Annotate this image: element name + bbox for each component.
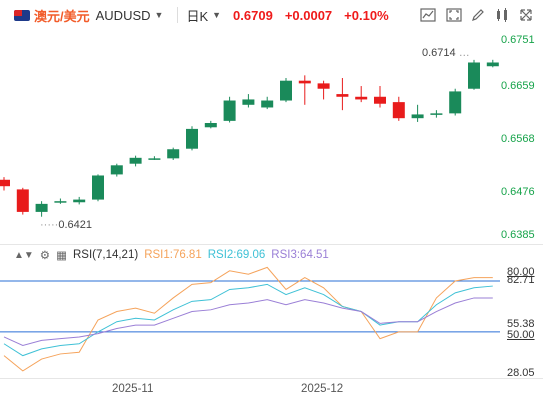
price-axis-tick: 0.6659 xyxy=(501,80,535,92)
symbol-code[interactable]: AUDUSD xyxy=(95,7,151,23)
price-axis-tick: 0.6751 xyxy=(501,34,535,46)
date-label: 2025-11 xyxy=(112,383,154,395)
price-change: +0.0007 xyxy=(284,7,333,23)
candle-body xyxy=(204,123,217,128)
rsi-chart[interactable] xyxy=(0,262,543,378)
candle-body xyxy=(223,100,236,121)
high-annotation: 0.6714 … xyxy=(422,47,470,59)
candle-body xyxy=(148,158,161,160)
toolbar: 澳元/美元 AUDUSD ▼ 日K ▼ 0.6709 +0.0007 +0.10… xyxy=(0,0,543,30)
candle-body xyxy=(186,128,198,149)
candle-body xyxy=(110,165,123,175)
rsi2-value: RSI2:69.06 xyxy=(207,249,266,261)
price-axis-tick: 0.6385 xyxy=(501,229,535,241)
rsi-axis-tick: 50.00 xyxy=(507,329,535,341)
candle-body xyxy=(355,96,368,100)
fullscreen-icon[interactable] xyxy=(446,7,462,23)
pane-divider xyxy=(0,378,543,379)
flag-icon xyxy=(14,9,30,21)
pen-icon[interactable] xyxy=(470,7,486,23)
chevron-down-icon[interactable]: ▼ xyxy=(154,10,164,20)
price-change-pct: +0.10% xyxy=(344,7,389,23)
candle-body xyxy=(392,102,405,119)
candle-body xyxy=(449,91,462,114)
candle-body xyxy=(242,99,255,105)
grid-icon[interactable]: ▦ xyxy=(56,250,67,262)
rsi-axis-tick: 28.05 xyxy=(507,367,535,379)
candle-body xyxy=(54,201,67,203)
timeframe-selector[interactable]: 日K xyxy=(186,8,209,24)
rsi-line-rsi2 xyxy=(3,283,493,357)
rsi-title: RSI(7,14,21) xyxy=(72,249,139,261)
rsi-line-rsi1 xyxy=(3,266,493,372)
candle-body xyxy=(468,62,480,89)
candle-body xyxy=(92,175,104,200)
chevron-down-icon[interactable]: ▼ xyxy=(212,10,222,20)
candle-body xyxy=(73,199,86,203)
rsi-axis-tick: 80.00 xyxy=(507,266,535,278)
date-label: 2025-12 xyxy=(301,383,344,395)
rsi-axis-tick: 55.38 xyxy=(507,318,535,330)
candle-body xyxy=(411,114,424,119)
expand-icon[interactable] xyxy=(518,7,534,23)
candle-body xyxy=(0,179,10,187)
bars-icon[interactable] xyxy=(494,7,510,23)
collapse-icon[interactable]: ▲▼ xyxy=(14,249,34,261)
rsi-line-rsi3 xyxy=(3,297,493,346)
rsi3-value: RSI3:64.51 xyxy=(271,249,329,261)
candle-body xyxy=(298,80,311,84)
candle-body xyxy=(129,157,142,164)
low-annotation: ·····0.6421 xyxy=(40,219,92,231)
price-axis-tick: 0.6568 xyxy=(501,133,535,145)
candle-body xyxy=(486,62,499,67)
candle-body xyxy=(374,96,386,104)
candle-body xyxy=(35,203,48,212)
last-price: 0.6709 xyxy=(233,7,273,23)
candle-body xyxy=(261,100,274,108)
candle-body xyxy=(167,149,180,159)
candle-body xyxy=(317,83,330,89)
rsi-axis-tick: 82.71 xyxy=(507,274,535,286)
trend-icon[interactable] xyxy=(420,7,436,23)
price-axis-tick: 0.6476 xyxy=(501,186,535,198)
rsi-legend: ▲▼ ⚙ ▦ RSI(7,14,21) RSI1:76.81 RSI2:69.0… xyxy=(14,248,335,262)
candle-body xyxy=(336,94,349,97)
settings-icon[interactable]: ⚙ xyxy=(39,250,51,262)
symbol-cn[interactable]: 澳元/美元 xyxy=(34,8,90,24)
candle-body xyxy=(280,80,292,101)
rsi1-value: RSI1:76.81 xyxy=(144,249,202,261)
candle-body xyxy=(430,113,443,115)
candle-body xyxy=(16,189,29,212)
pane-divider xyxy=(0,244,543,245)
divider xyxy=(177,7,179,23)
price-chart[interactable] xyxy=(0,30,500,242)
